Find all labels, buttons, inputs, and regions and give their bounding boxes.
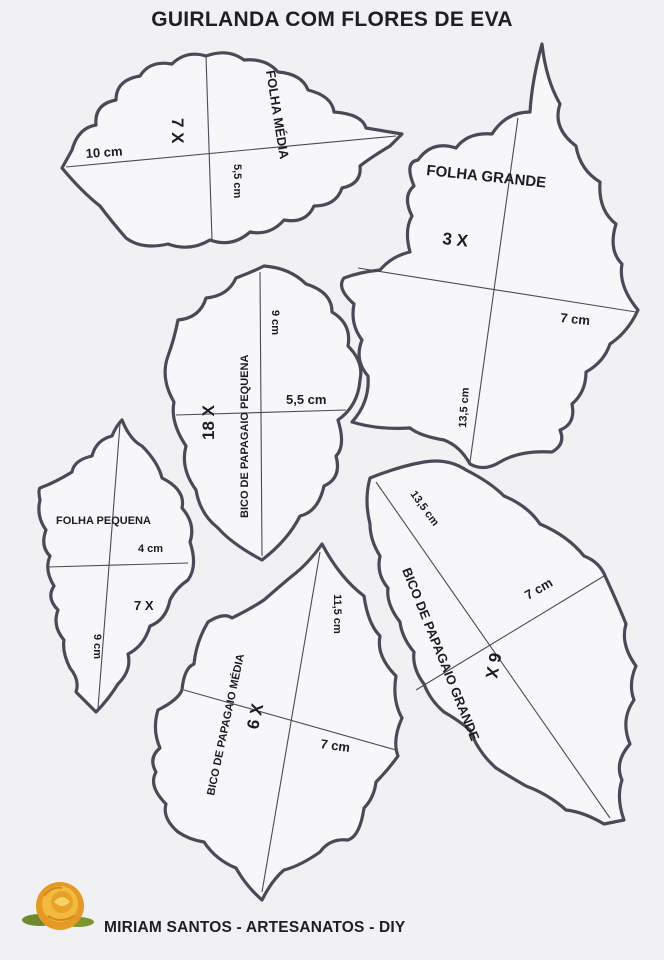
folha-media-height-line [205,55,213,241]
bico-grande-outline [365,459,638,826]
folha-grande-outline [340,42,640,470]
folha-media-qty: 7 X [168,118,187,144]
folha-grande-width: 7 cm [560,310,591,328]
folha-grande-qty: 3 X [442,229,470,251]
bico-pequena-height: 9 cm [269,310,281,335]
rose-flower-icon [22,882,94,930]
template-folha-pequena: FOLHA PEQUENA 4 cm 7 X 9 cm [37,418,196,714]
folha-pequena-width-line [47,562,189,568]
folha-pequena-height: 9 cm [91,634,103,659]
folha-grande-height: 13,5 cm [457,387,472,428]
folha-media-width: 10 cm [85,143,123,161]
bico-grande-length-line [375,481,611,819]
bico-pequena-width-line [175,409,347,416]
folha-media-height: 5,5 cm [231,164,243,198]
folha-grande-width-line [357,267,637,313]
bico-media-width: 7 cm [320,736,351,755]
bico-pequena-outline [163,264,363,562]
bico-pequena-name: BICO DE PAPAGAIO PEQUENA [239,355,251,518]
folha-pequena-qty: 7 X [134,598,154,613]
template-bico-media: 11,5 cm BICO DE PAPAGAIO MÉDIA 6 X 7 cm [151,542,404,902]
folha-pequena-name: FOLHA PEQUENA [56,515,151,527]
folha-media-width-line [65,135,397,168]
template-bico-pequena: 9 cm BICO DE PAPAGAIO PEQUENA 18 X 5,5 c… [163,264,363,562]
bico-grande-width-line [415,575,605,691]
bico-pequena-width: 5,5 cm [286,392,326,407]
bico-grande-qty: 6 X [482,651,505,680]
page-title: GUIRLANDA COM FLORES DE EVA [151,8,513,31]
template-bico-grande: 13,5 cm 7 cm BICO DE PAPAGAIO GRANDE 6 X [365,459,638,826]
bico-media-height: 11,5 cm [331,594,343,634]
template-folha-grande: FOLHA GRANDE 3 X 7 cm 13,5 cm [340,42,640,470]
bico-media-outline [151,542,404,902]
folha-pequena-height-line [97,423,121,709]
bico-media-width-line [183,689,397,751]
bico-media-height-line [261,551,321,893]
folha-pequena-width: 4 cm [138,543,163,555]
template-folha-media: 7 X FOLHA MÉDIA 10 cm 5,5 cm [60,51,404,249]
folha-grande-height-line [469,117,519,463]
footer-credit: MIRIAM SANTOS - ARTESANATOS - DIY [104,919,406,936]
folha-pequena-outline [37,418,196,714]
bico-pequena-qty: 18 X [199,404,218,440]
bico-pequena-height-line [259,271,263,557]
folha-media-outline [60,51,404,249]
